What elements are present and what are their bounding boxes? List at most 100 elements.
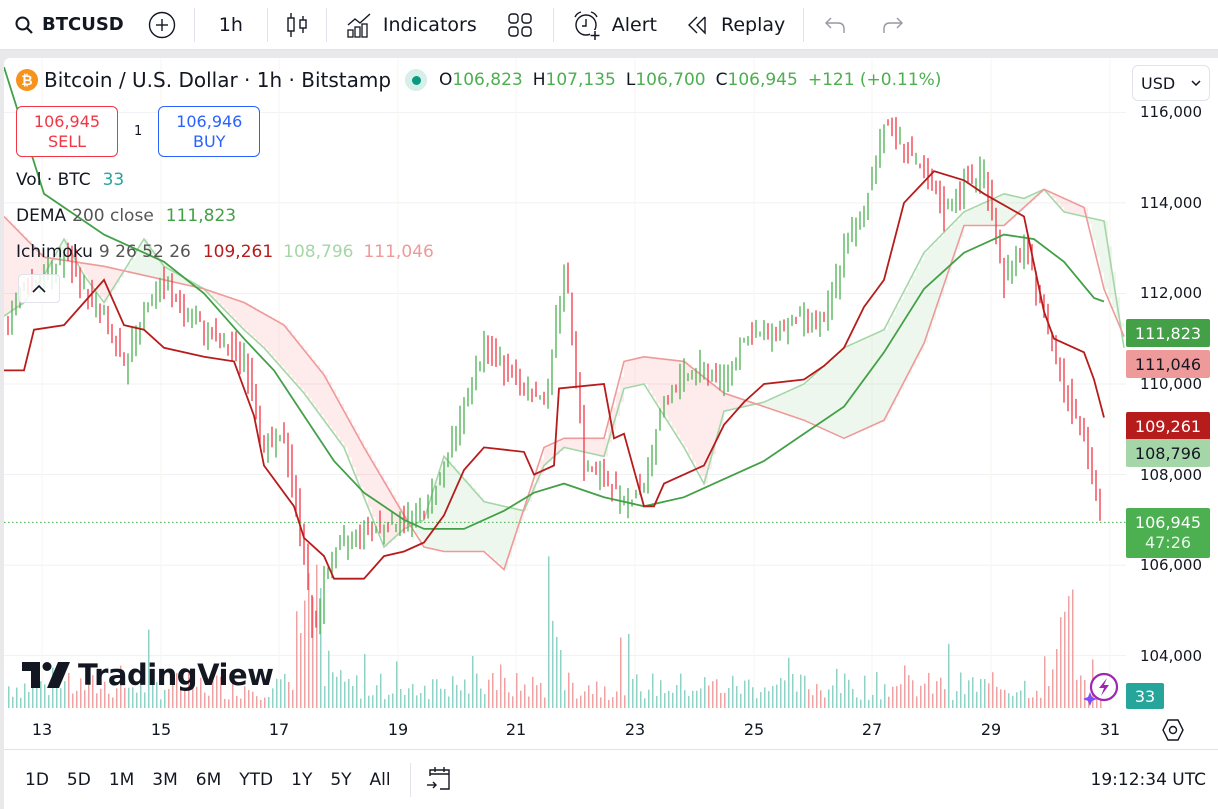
price-axis-tick: 108,000 bbox=[1139, 465, 1202, 484]
time-axis[interactable]: 13 15 17 19 21 23 25 27 29 31 bbox=[4, 710, 1218, 750]
time-axis-tick: 31 bbox=[1099, 720, 1121, 739]
time-axis-tick: 15 bbox=[150, 720, 172, 739]
toolbar-divider bbox=[325, 7, 327, 42]
high-key: H bbox=[532, 70, 546, 90]
price-axis-tick: 112,000 bbox=[1139, 284, 1202, 303]
range-button-all[interactable]: All bbox=[369, 770, 391, 790]
range-button-6m[interactable]: 6M bbox=[195, 770, 222, 790]
range-button-3m[interactable]: 3M bbox=[152, 770, 178, 790]
bottom-toolbar: 1D 5D 1M 3M 6M YTD 1Y 5Y All 19:12:34 UTC bbox=[4, 751, 1218, 809]
symbol-search-button[interactable]: BTCUSD bbox=[0, 0, 134, 50]
bottom-divider bbox=[409, 763, 411, 797]
last-price-value: 106,945 bbox=[1134, 513, 1202, 532]
indicators-label: Indicators bbox=[382, 13, 477, 36]
trade-quantity[interactable]: 1 bbox=[134, 124, 143, 139]
volume-tag: 33 bbox=[1126, 683, 1164, 709]
collapse-legend-button[interactable] bbox=[18, 274, 60, 303]
undo-button[interactable] bbox=[808, 0, 864, 50]
plus-circle-icon bbox=[148, 11, 175, 38]
ohlc-values: O106,823 H107,135 L106,700 C106,945 +121… bbox=[439, 70, 941, 90]
price-axis[interactable]: 116,000 114,000 112,000 110,000 108,000 106,0… bbox=[1126, 58, 1218, 710]
time-axis-tick: 27 bbox=[861, 720, 883, 739]
layouts-button[interactable] bbox=[491, 0, 549, 50]
chart-canvas[interactable] bbox=[4, 58, 1126, 710]
redo-button[interactable] bbox=[864, 0, 920, 50]
redo-icon bbox=[883, 17, 904, 33]
toolbar-divider bbox=[803, 7, 805, 42]
range-button-1y[interactable]: 1Y bbox=[291, 770, 313, 790]
tradingview-logo[interactable]: TradingView bbox=[22, 658, 274, 692]
dema-indicator-legend[interactable]: DEMA 200 close 111,823 bbox=[16, 206, 236, 226]
time-axis-tick: 17 bbox=[268, 720, 290, 739]
bitcoin-icon: ₿ bbox=[16, 69, 38, 91]
chart-settings-button[interactable] bbox=[1161, 718, 1185, 746]
replay-button[interactable]: Replay bbox=[671, 0, 799, 50]
toolbar-divider bbox=[266, 7, 268, 42]
volume-indicator-value: 33 bbox=[102, 170, 125, 190]
volume-indicator-name: Vol · BTC bbox=[16, 170, 91, 190]
time-axis-tick: 19 bbox=[387, 720, 409, 739]
time-axis-tick: 21 bbox=[505, 720, 527, 739]
undo-icon bbox=[825, 17, 845, 33]
close-value: 106,945 bbox=[727, 70, 798, 90]
range-button-5d[interactable]: 5D bbox=[66, 770, 91, 790]
tradingview-logo-icon bbox=[22, 662, 70, 688]
date-range-buttons: 1D 5D 1M 3M 6M YTD 1Y 5Y All bbox=[4, 770, 400, 790]
currency-select[interactable]: USD bbox=[1132, 65, 1210, 101]
ai-assistant-button[interactable] bbox=[1082, 672, 1122, 710]
candles-icon bbox=[287, 12, 307, 37]
calendar-goto-icon bbox=[426, 767, 450, 790]
replay-icon bbox=[687, 16, 706, 35]
replay-label: Replay bbox=[720, 13, 786, 36]
time-axis-tick: 25 bbox=[743, 720, 765, 739]
sell-label: SELL bbox=[47, 131, 87, 151]
symbol-label: BTCUSD bbox=[42, 14, 124, 35]
symbol-description[interactable]: Bitcoin / U.S. Dollar · 1h · Bitstamp bbox=[44, 68, 392, 92]
price-axis-tick: 104,000 bbox=[1139, 646, 1202, 665]
open-key: O bbox=[439, 70, 453, 90]
range-button-1d[interactable]: 1D bbox=[25, 770, 49, 790]
price-axis-tick: 110,000 bbox=[1139, 375, 1202, 393]
compare-symbol-button[interactable] bbox=[134, 0, 190, 50]
tradingview-logo-text: TradingView bbox=[78, 658, 274, 692]
interval-label: 1h bbox=[218, 13, 243, 36]
volume-indicator-legend[interactable]: Vol · BTC 33 bbox=[16, 170, 124, 190]
bar-countdown: 47:26 bbox=[1144, 533, 1192, 552]
ichimoku-indicator-legend[interactable]: Ichimoku 9 26 52 26 109,261 108,796 111,… bbox=[16, 242, 434, 262]
open-value: 106,823 bbox=[452, 70, 523, 90]
conversion-price-tag: 109,261 bbox=[1126, 412, 1210, 440]
market-open-icon bbox=[405, 69, 428, 91]
sell-button[interactable]: 106,945 SELL bbox=[16, 106, 118, 157]
price-axis-tick: 116,000 bbox=[1139, 103, 1202, 122]
price-chart[interactable] bbox=[4, 58, 1126, 710]
span-b-price-tag: 111,046 bbox=[1126, 350, 1210, 378]
range-button-ytd[interactable]: YTD bbox=[239, 770, 274, 790]
ichimoku-conversion-value: 109,261 bbox=[202, 242, 274, 262]
chevron-up-icon bbox=[32, 284, 46, 293]
toolbar-divider bbox=[193, 7, 195, 42]
toolbar-divider bbox=[552, 7, 554, 42]
indicators-button[interactable]: Indicators bbox=[331, 0, 491, 50]
range-button-1m[interactable]: 1M bbox=[108, 770, 135, 790]
change-value: +121 (+0.11%) bbox=[807, 70, 942, 90]
range-button-5y[interactable]: 5Y bbox=[330, 770, 352, 790]
ichimoku-name: Ichimoku bbox=[16, 242, 93, 262]
dema-price-tag: 111,823 bbox=[1126, 319, 1210, 347]
chart-type-button[interactable] bbox=[272, 0, 322, 50]
goto-date-button[interactable] bbox=[425, 764, 453, 796]
low-key: L bbox=[625, 70, 636, 90]
low-value: 106,700 bbox=[635, 70, 706, 90]
alert-button[interactable]: Alert bbox=[558, 0, 671, 50]
search-icon bbox=[15, 16, 33, 34]
price-axis-tick: 106,000 bbox=[1139, 556, 1202, 575]
buy-button[interactable]: 106,946 BUY bbox=[158, 106, 261, 157]
buy-label: BUY bbox=[193, 131, 226, 151]
last-price-tag: 106,945 47:26 bbox=[1126, 508, 1210, 558]
dema-name: DEMA bbox=[16, 206, 67, 226]
interval-button[interactable]: 1h bbox=[199, 0, 263, 50]
dema-value: 111,823 bbox=[165, 206, 237, 226]
high-value: 107,135 bbox=[545, 70, 616, 90]
utc-clock[interactable]: 19:12:34 UTC bbox=[1090, 770, 1206, 790]
sell-price: 106,945 bbox=[33, 111, 101, 131]
time-axis-tick: 23 bbox=[624, 720, 646, 739]
